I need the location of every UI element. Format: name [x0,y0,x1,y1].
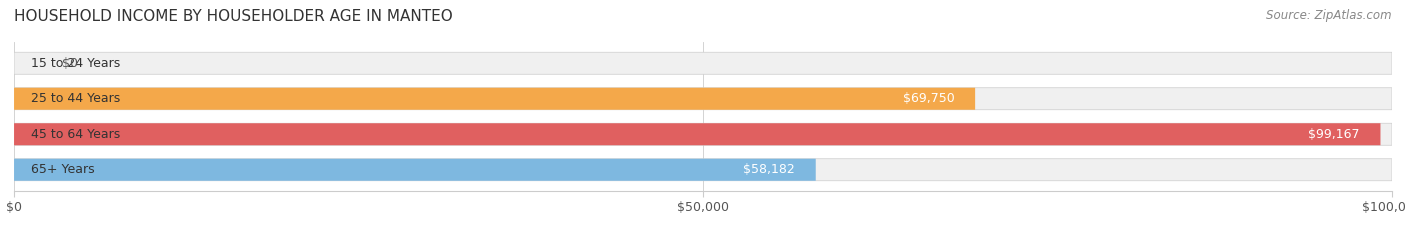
FancyBboxPatch shape [14,123,1392,145]
Text: $0: $0 [62,57,79,70]
Text: $99,167: $99,167 [1309,128,1360,141]
FancyBboxPatch shape [14,88,976,110]
Text: 15 to 24 Years: 15 to 24 Years [31,57,120,70]
Text: HOUSEHOLD INCOME BY HOUSEHOLDER AGE IN MANTEO: HOUSEHOLD INCOME BY HOUSEHOLDER AGE IN M… [14,9,453,24]
FancyBboxPatch shape [14,52,1392,74]
Text: 45 to 64 Years: 45 to 64 Years [31,128,120,141]
FancyBboxPatch shape [14,88,1392,110]
FancyBboxPatch shape [14,159,815,181]
Text: $58,182: $58,182 [744,163,794,176]
Text: 25 to 44 Years: 25 to 44 Years [31,92,120,105]
FancyBboxPatch shape [14,159,1392,181]
FancyBboxPatch shape [14,123,1381,145]
Text: Source: ZipAtlas.com: Source: ZipAtlas.com [1267,9,1392,22]
Text: 65+ Years: 65+ Years [31,163,94,176]
Text: $69,750: $69,750 [903,92,955,105]
